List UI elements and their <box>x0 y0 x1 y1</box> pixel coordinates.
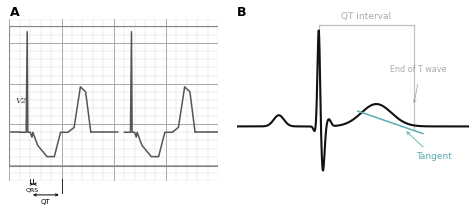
Text: B: B <box>237 6 246 19</box>
Text: QRS: QRS <box>25 188 38 193</box>
Text: V2: V2 <box>16 97 27 105</box>
Text: End of T wave: End of T wave <box>390 65 447 74</box>
Text: QT interval: QT interval <box>341 12 391 21</box>
Text: QT: QT <box>41 199 51 205</box>
Bar <box>9 26 218 166</box>
Text: A: A <box>9 6 19 19</box>
Text: Tangent: Tangent <box>417 152 452 161</box>
